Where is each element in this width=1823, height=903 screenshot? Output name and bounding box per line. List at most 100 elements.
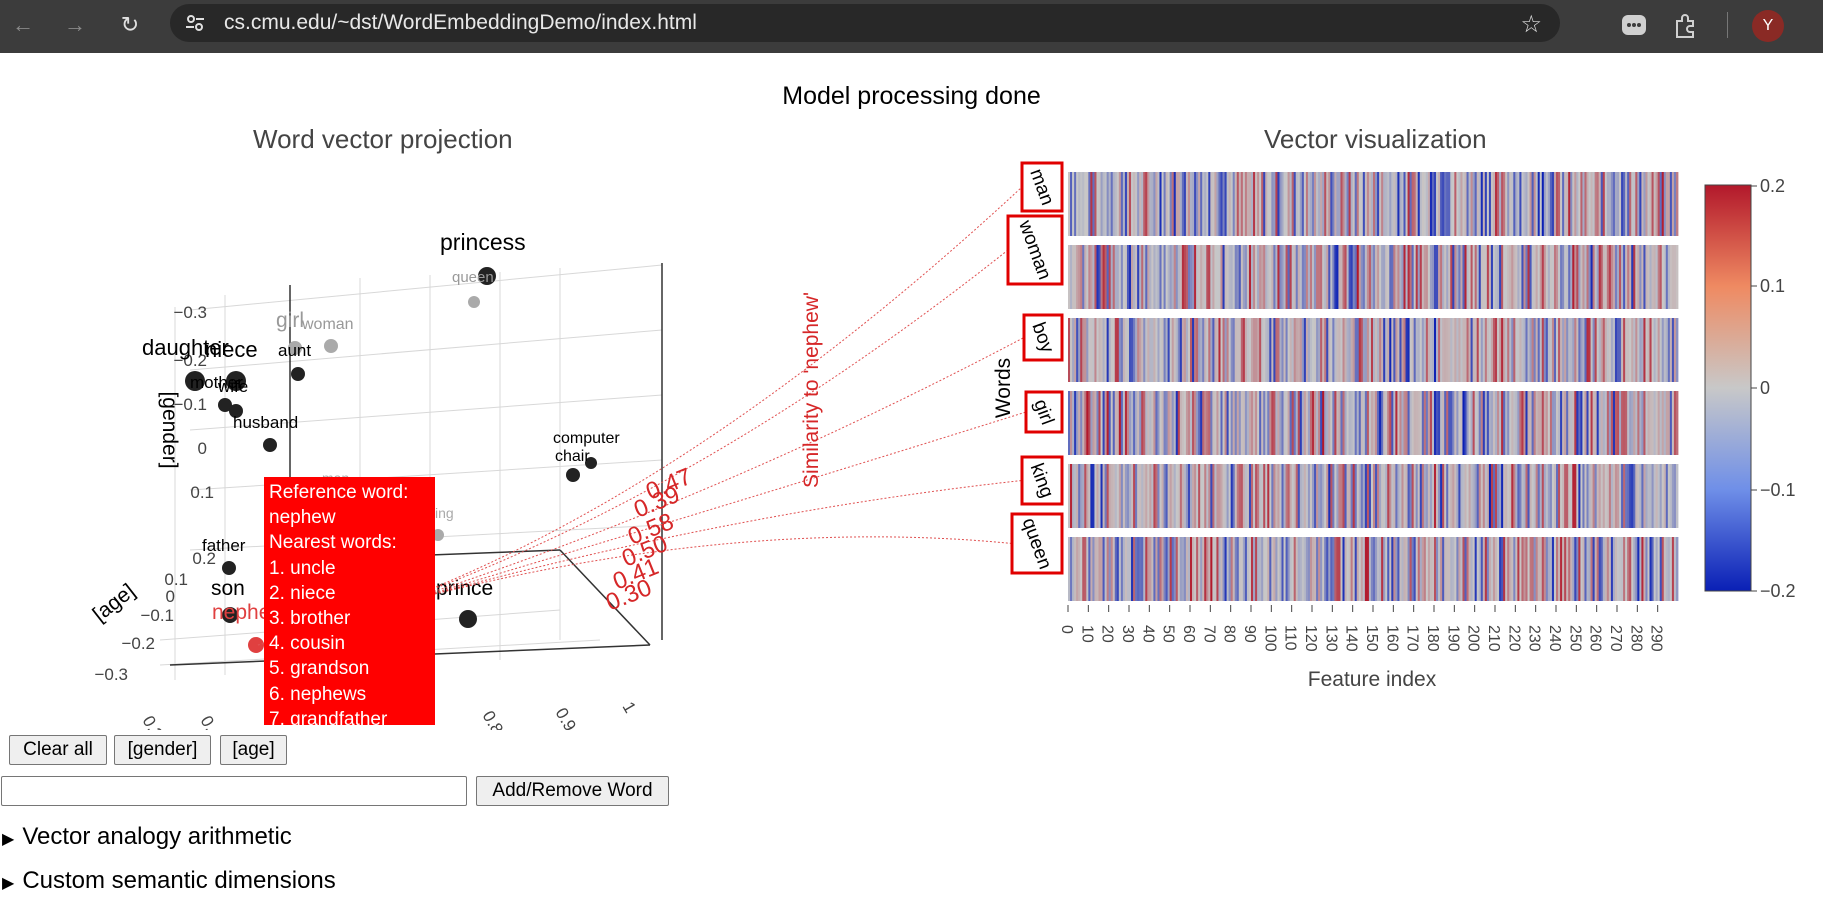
heatmap-rows	[1068, 172, 1679, 601]
age-tick: −0.1	[140, 606, 174, 625]
age-button[interactable]: [age]	[220, 735, 287, 765]
heatmap-row-king	[1068, 464, 1679, 528]
word-point-nephew[interactable]	[248, 637, 264, 653]
x-tick: 1	[619, 699, 640, 717]
vector-analogy-label: Vector analogy arithmetic	[22, 823, 292, 850]
colorbar-tick: −0.1	[1760, 480, 1796, 500]
heatmap-row-girl	[1068, 391, 1679, 455]
heatmap-word-girl: girl	[1024, 390, 1064, 434]
nearest-line: 5. grandson	[269, 658, 370, 680]
projection-title: Word vector projection	[253, 124, 513, 154]
nearest-line: 7. grandfather	[269, 708, 388, 725]
word-point-daughter[interactable]	[185, 371, 205, 391]
heatmap-tick: 240	[1546, 625, 1563, 652]
word-point-husband[interactable]	[263, 438, 277, 452]
heatmap-tick: 140	[1343, 625, 1360, 652]
toolbar-divider	[1727, 12, 1728, 38]
word-point-chair[interactable]	[585, 457, 597, 469]
gender-tick: 0.1	[190, 483, 214, 502]
heatmap-tick: 90	[1241, 625, 1258, 643]
heatmap-tick: 280	[1627, 625, 1644, 652]
profile-avatar[interactable]: Y	[1752, 10, 1784, 42]
address-bar[interactable]: cs.cmu.edu/~dst/WordEmbeddingDemo/index.…	[170, 4, 1560, 42]
clear-all-button[interactable]: Clear all	[9, 735, 107, 765]
site-settings-icon[interactable]	[184, 12, 206, 34]
vector-analogy-section[interactable]: ▶ Vector analogy arithmetic	[2, 823, 292, 851]
word-label-son: son	[211, 577, 245, 600]
nearest-line: nephew	[269, 507, 336, 529]
heatmap-row-boy	[1068, 318, 1679, 382]
word-label-father: father	[202, 536, 246, 555]
heatmap-tick: 260	[1587, 625, 1604, 652]
gender-tick: 0	[198, 439, 207, 458]
word-point-queen[interactable]	[468, 296, 480, 308]
word-point-computer[interactable]	[566, 468, 580, 482]
word-point-aunt[interactable]	[291, 367, 305, 381]
heatmap-tick: 130	[1322, 625, 1339, 652]
heatmap-tick: 10	[1078, 625, 1095, 643]
nearest-words-tooltip: Reference word: nephew Nearest words: 1. un…	[264, 477, 435, 725]
heatmap-tick: 80	[1221, 625, 1238, 643]
disclosure-triangle-icon: ▶	[2, 831, 15, 848]
heatmap-tick: 120	[1302, 625, 1319, 652]
word-point-father[interactable]	[222, 561, 236, 575]
heatmap-tick: 60	[1180, 625, 1197, 643]
age-tick: −0.2	[121, 634, 155, 653]
reload-icon[interactable]: ↻	[120, 12, 140, 37]
heatmap-word-woman: woman	[1006, 214, 1064, 286]
nearest-line: Nearest words:	[269, 532, 397, 554]
colorbar-tick: 0.2	[1760, 176, 1785, 196]
word-label-aunt: aunt	[278, 341, 311, 360]
nearest-line: 1. uncle	[269, 557, 336, 579]
similarity-title: Similarity to 'nephew'	[800, 292, 823, 488]
gender-tick: −0.1	[173, 395, 207, 414]
custom-dimensions-section[interactable]: ▶ Custom semantic dimensions	[2, 867, 336, 895]
heatmap-word-boy: boy	[1022, 313, 1064, 362]
heatmap-tick: 170	[1404, 625, 1421, 652]
extensions-puzzle-icon[interactable]	[1672, 12, 1700, 40]
nearest-line: 3. brother	[269, 608, 351, 630]
heatmap-tick: 0	[1058, 625, 1075, 634]
heatmap-word-man: man	[1020, 161, 1064, 213]
gender-tick: −0.3	[173, 303, 207, 322]
word-point-niece[interactable]	[226, 371, 246, 391]
heatmap-title: Vector visualization	[1264, 124, 1487, 154]
forward-icon[interactable]: →	[64, 12, 86, 37]
nearest-line: 6. nephews	[269, 683, 367, 705]
chat-extension-icon[interactable]	[1620, 12, 1648, 40]
heatmap-tick: 70	[1200, 625, 1217, 643]
heatmap-tick: 270	[1607, 625, 1624, 652]
heatmap-word-king: king	[1020, 455, 1064, 506]
x-tick: 0.8	[479, 708, 507, 731]
heatmap-tick: 250	[1566, 625, 1583, 652]
age-tick: 0.1	[164, 570, 188, 589]
heatmap-tick: 190	[1444, 625, 1461, 652]
add-remove-word-button[interactable]: Add/Remove Word	[476, 776, 669, 806]
back-icon[interactable]: ←	[12, 12, 34, 37]
word-label-girl: girl	[276, 309, 304, 332]
gender-axis-ticks: −0.3 −0.2 −0.1 0 0.1 0.2	[173, 303, 216, 568]
word-point-mother[interactable]	[218, 398, 232, 412]
word-point-woman[interactable]	[324, 339, 338, 353]
colorbar-tick: 0.1	[1760, 276, 1785, 296]
heatmap-tick: 210	[1485, 625, 1502, 652]
word-point-prince[interactable]	[459, 610, 477, 628]
disclosure-triangle-icon: ▶	[2, 875, 15, 892]
word-label-niece: niece	[205, 337, 258, 362]
heatmap-tick: 160	[1383, 625, 1400, 652]
word-point-princess[interactable]	[478, 267, 496, 285]
word-input[interactable]	[1, 776, 467, 806]
gender-tick: 0.2	[192, 549, 216, 568]
word-point-girl[interactable]	[288, 341, 302, 355]
word-label-queen: queen	[452, 269, 494, 286]
gender-button[interactable]: [gender]	[114, 735, 211, 765]
colorbar-tick: 0	[1760, 378, 1770, 398]
word-point-wife[interactable]	[229, 404, 243, 418]
browser-toolbar: ← → ↻ cs.cmu.edu/~dst/WordEmbeddingDemo/…	[0, 0, 1823, 53]
word-point-son[interactable]	[222, 607, 238, 623]
bookmark-star-icon[interactable]: ☆	[1520, 11, 1542, 38]
heatmap-x-ticks: 0 10 20 30 40 50 60 70 80 90 100 110 120 130 140 150 160…	[1058, 605, 1665, 652]
url-text[interactable]: cs.cmu.edu/~dst/WordEmbeddingDemo/index.…	[224, 11, 697, 34]
word-point-king[interactable]	[432, 529, 444, 541]
